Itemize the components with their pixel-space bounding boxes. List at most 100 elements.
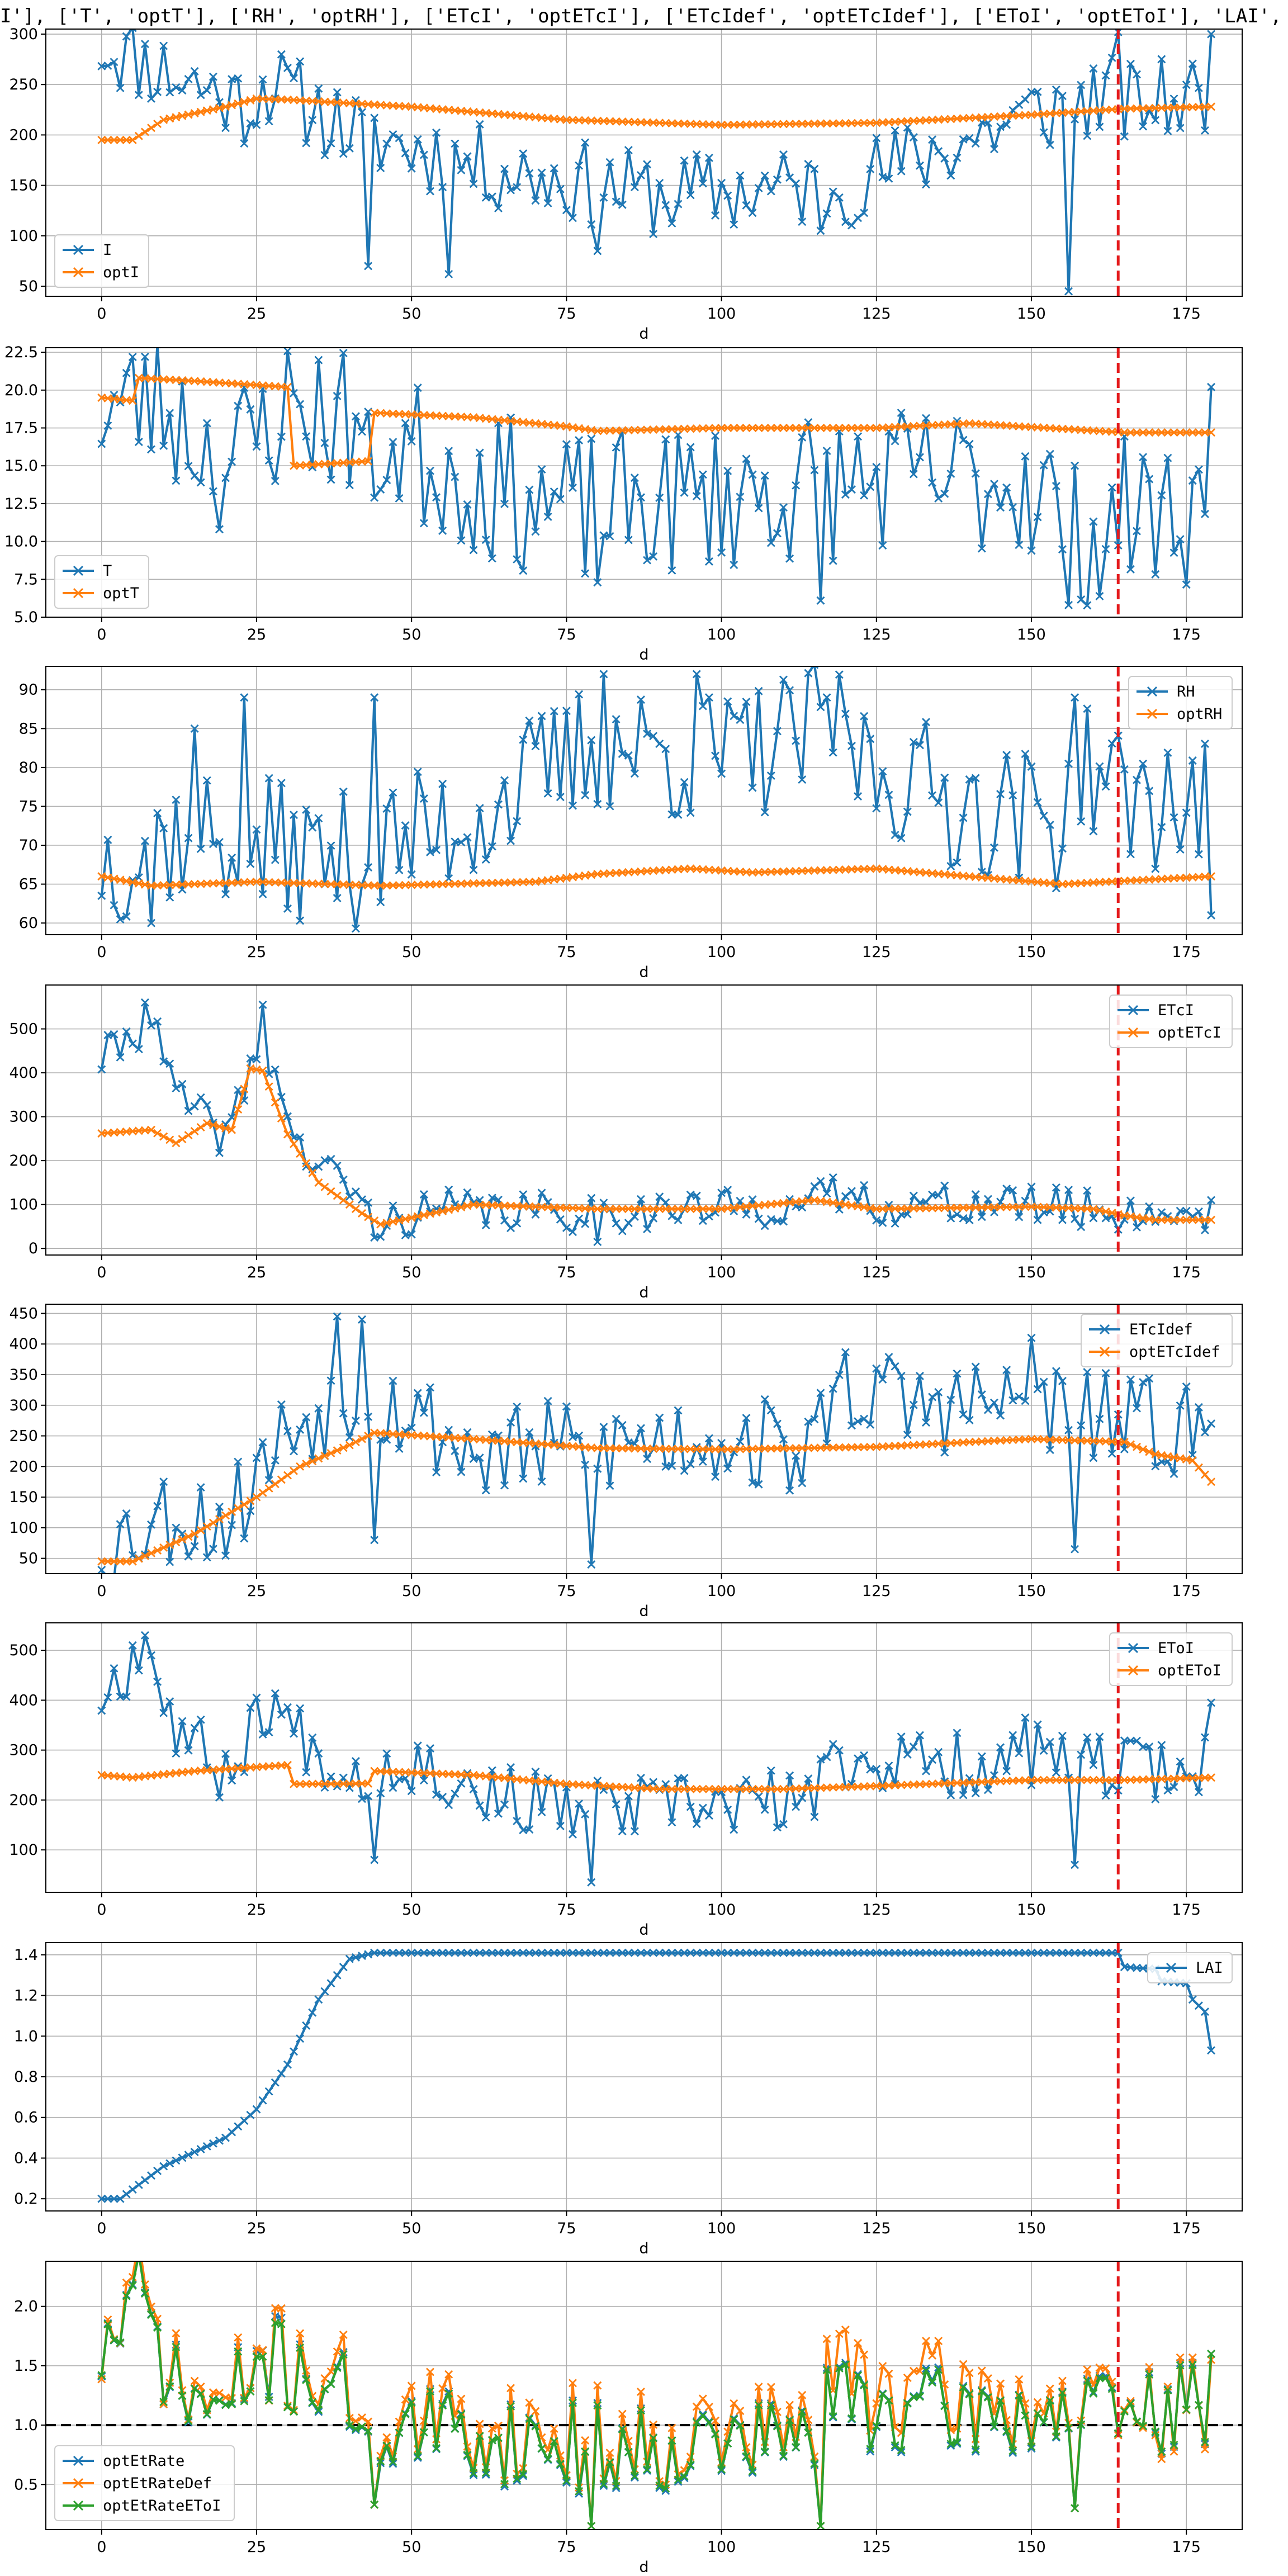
data-point (302, 139, 311, 148)
data-point (215, 2136, 224, 2145)
data-point (283, 904, 292, 913)
data-point (1194, 102, 1203, 111)
data-point (730, 2415, 738, 2424)
data-point (828, 1948, 837, 1957)
data-point (494, 203, 503, 212)
data-point (290, 74, 299, 83)
data-point (934, 1948, 943, 1957)
data-point (983, 1405, 992, 1414)
data-point (636, 118, 645, 127)
data-point (159, 1543, 168, 1552)
data-point (680, 1445, 689, 1453)
data-point (1101, 1775, 1110, 1784)
data-point (1133, 527, 1141, 536)
data-point (1033, 1202, 1042, 1211)
data-point (296, 2343, 305, 2352)
data-point (667, 1948, 676, 1957)
data-point (165, 1541, 174, 1549)
data-point (413, 1212, 422, 1221)
data-point (711, 2416, 719, 2425)
data-point (754, 1784, 763, 1793)
data-point (1039, 1746, 1048, 1755)
series-optETcIdef (97, 1428, 1216, 1566)
legend-marker (1128, 1005, 1139, 1016)
data-point (884, 1781, 893, 1790)
data-point (587, 1560, 596, 1569)
data-point (147, 124, 155, 132)
data-point (841, 1192, 850, 1201)
data-point (587, 1204, 596, 1213)
data-point (184, 110, 193, 119)
data-point (376, 2456, 385, 2465)
data-point (296, 1149, 305, 1158)
legend-label: optI (103, 264, 139, 281)
data-point (828, 1384, 837, 1393)
data-point (196, 2389, 205, 2398)
data-point (860, 864, 869, 873)
data-point (636, 493, 645, 502)
data-point (345, 1441, 354, 1450)
data-point (457, 536, 466, 545)
data-point (779, 150, 788, 159)
data-point (1083, 2365, 1092, 2374)
data-point (469, 2469, 478, 2478)
series-I (97, 29, 1216, 296)
data-point (407, 164, 416, 173)
data-point (1176, 1774, 1185, 1783)
data-point (891, 1362, 899, 1371)
data-point (928, 135, 937, 144)
data-point (674, 1215, 683, 1224)
legend-marker (1099, 1346, 1110, 1357)
data-point (630, 1827, 639, 1836)
data-point (519, 566, 528, 575)
data-point (1188, 756, 1197, 765)
data-point (649, 2420, 658, 2429)
data-point (766, 2383, 775, 2392)
data-point (407, 2381, 416, 2390)
data-point (1151, 2427, 1160, 2436)
data-point (172, 795, 181, 804)
data-point (432, 493, 441, 502)
data-point (773, 1823, 782, 1832)
data-point (339, 1175, 348, 1184)
data-point (723, 697, 732, 706)
data-point (698, 120, 707, 129)
data-point (314, 1779, 323, 1788)
data-point (1039, 2418, 1048, 2427)
series-optETcI (97, 1064, 1216, 1229)
data-point (364, 863, 373, 872)
data-point (1058, 1436, 1067, 1445)
data-point (364, 1792, 373, 1801)
data-point (773, 175, 782, 184)
data-point (587, 1948, 596, 1957)
data-point (370, 693, 379, 702)
x-axis-label: d (639, 2240, 648, 2257)
data-point (965, 775, 974, 784)
data-point (1176, 1757, 1185, 1766)
y-tick-label: 17.5 (4, 420, 38, 437)
data-point (940, 1779, 949, 1788)
data-point (1071, 2504, 1079, 2513)
data-point (593, 1237, 602, 1246)
data-point (661, 2484, 670, 2493)
data-point (748, 1784, 757, 1793)
data-point (537, 1807, 546, 1816)
data-point (649, 1778, 658, 1787)
data-point (196, 879, 205, 888)
data-point (1033, 2398, 1042, 2407)
data-point (345, 144, 354, 153)
data-point (1052, 1775, 1060, 1784)
data-point (1182, 1774, 1191, 1783)
data-point (723, 1186, 732, 1195)
data-point (1095, 122, 1104, 131)
data-point (1145, 428, 1154, 437)
data-point (810, 1443, 819, 1452)
data-point (432, 880, 441, 889)
data-point (333, 880, 342, 889)
data-point (165, 1697, 174, 1706)
data-point (1126, 850, 1135, 859)
data-point (1176, 103, 1185, 112)
data-point (531, 527, 540, 536)
data-point (891, 2443, 899, 2452)
data-point (314, 1454, 323, 1463)
